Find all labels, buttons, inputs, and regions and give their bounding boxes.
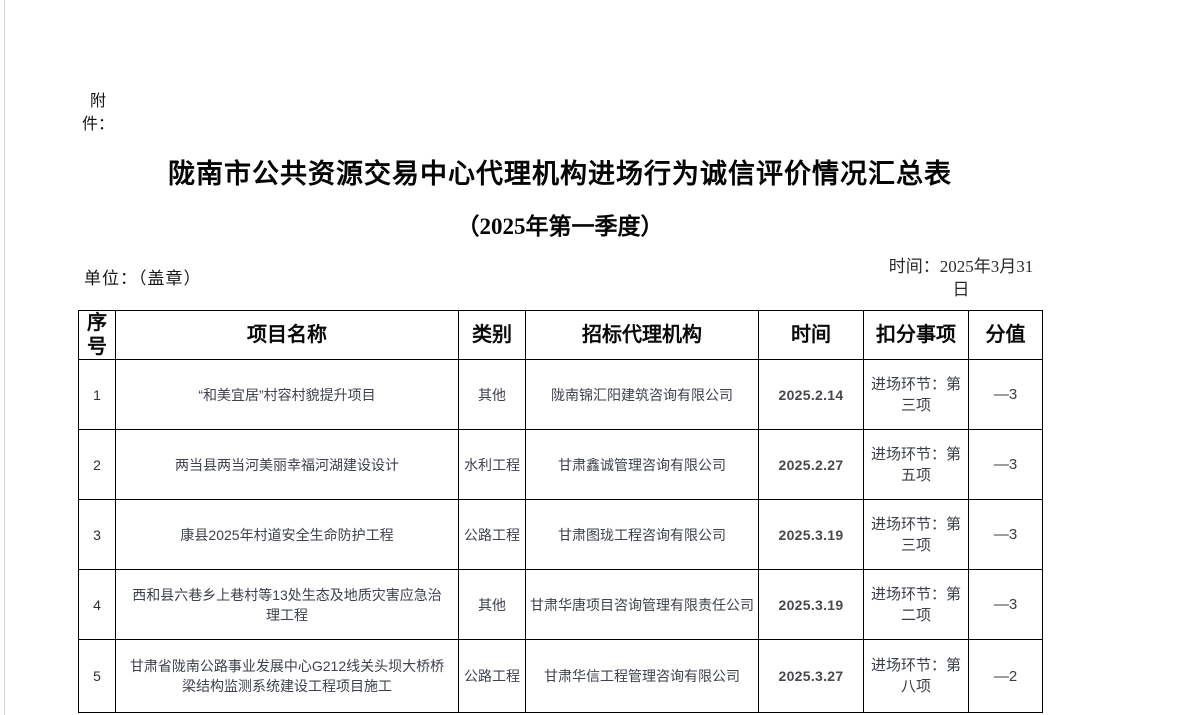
header-project-name: 项目名称: [115, 310, 459, 360]
table-row: 5 甘肃省陇南公路事业发展中心G212线关头坝大桥桥梁结构监测系统建设工程项目施…: [78, 639, 1043, 713]
page-title: 陇南市公共资源交易中心代理机构进场行为诚信评价情况汇总表: [168, 159, 952, 189]
cell-seq: 5: [78, 639, 116, 713]
cell-category: 公路工程: [458, 639, 526, 713]
cell-score: —2: [968, 639, 1043, 713]
cell-score: —3: [968, 499, 1043, 570]
cell-score: —3: [968, 429, 1043, 500]
cell-category: 其他: [458, 569, 526, 640]
header-category: 类别: [458, 310, 526, 360]
cell-seq: 4: [78, 569, 116, 640]
cell-project: 甘肃省陇南公路事业发展中心G212线关头坝大桥桥梁结构监测系统建设工程项目施工: [115, 639, 459, 713]
cell-category: 水利工程: [458, 429, 526, 500]
cell-category: 公路工程: [458, 499, 526, 570]
cell-date: 2025.2.14: [758, 359, 864, 430]
header-deduction: 扣分事项: [863, 310, 969, 360]
page-subtitle: （2025年第一季度）: [456, 214, 664, 239]
cell-deduction: 进场环节：第八项: [863, 639, 969, 713]
table-row: 2 两当县两当河美丽幸福河湖建设设计 水利工程 甘肃鑫诚管理咨询有限公司 202…: [78, 429, 1043, 500]
header-date: 时间: [758, 310, 864, 360]
table-row: 4 西和县六巷乡上巷村等13处生态及地质灾害应急治理工程 其他 甘肃华唐项目咨询…: [78, 569, 1043, 640]
cell-date: 2025.2.27: [758, 429, 864, 500]
header-seq: 序号: [78, 310, 116, 360]
cell-deduction: 进场环节：第三项: [863, 359, 969, 430]
cell-project: “和美宜居”村容村貌提升项目: [115, 359, 459, 430]
cell-agency: 陇南锦汇阳建筑咨询有限公司: [525, 359, 759, 430]
cell-deduction: 进场环节：第二项: [863, 569, 969, 640]
cell-agency: 甘肃图珑工程咨询有限公司: [525, 499, 759, 570]
table-row: 1 “和美宜居”村容村貌提升项目 其他 陇南锦汇阳建筑咨询有限公司 2025.2…: [78, 359, 1043, 430]
cell-project: 康县2025年村道安全生命防护工程: [115, 499, 459, 570]
table-row: 3 康县2025年村道安全生命防护工程 公路工程 甘肃图珑工程咨询有限公司 20…: [78, 499, 1043, 570]
attachment-label: 附 件：: [81, 93, 114, 133]
cell-project: 两当县两当河美丽幸福河湖建设设计: [115, 429, 459, 500]
evaluation-summary-table: 序号 项目名称 类别 招标代理机构 时间 扣分事项 分值 1 “和美宜居”村容村…: [78, 310, 1043, 713]
cell-score: —3: [968, 569, 1043, 640]
header-agency: 招标代理机构: [525, 310, 759, 360]
header-score: 分值: [968, 310, 1043, 360]
cell-seq: 2: [78, 429, 116, 500]
cell-seq: 3: [78, 499, 116, 570]
cell-seq: 1: [78, 359, 116, 430]
page-edge-line: [4, 0, 5, 715]
cell-date: 2025.3.27: [758, 639, 864, 713]
cell-date: 2025.3.19: [758, 569, 864, 640]
cell-deduction: 进场环节：第三项: [863, 499, 969, 570]
table-header-row: 序号 项目名称 类别 招标代理机构 时间 扣分事项 分值: [78, 310, 1043, 360]
cell-score: —3: [968, 359, 1043, 430]
cell-date: 2025.3.19: [758, 499, 864, 570]
cell-project: 西和县六巷乡上巷村等13处生态及地质灾害应急治理工程: [115, 569, 459, 640]
report-date-label: 时间：2025年3月31 日: [888, 257, 1034, 299]
cell-agency: 甘肃华唐项目咨询管理有限责任公司: [525, 569, 759, 640]
cell-agency: 甘肃华信工程管理咨询有限公司: [525, 639, 759, 713]
cell-agency: 甘肃鑫诚管理咨询有限公司: [525, 429, 759, 500]
cell-category: 其他: [458, 359, 526, 430]
cell-deduction: 进场环节：第五项: [863, 429, 969, 500]
unit-seal-label: 单位：（盖章）: [84, 269, 202, 288]
